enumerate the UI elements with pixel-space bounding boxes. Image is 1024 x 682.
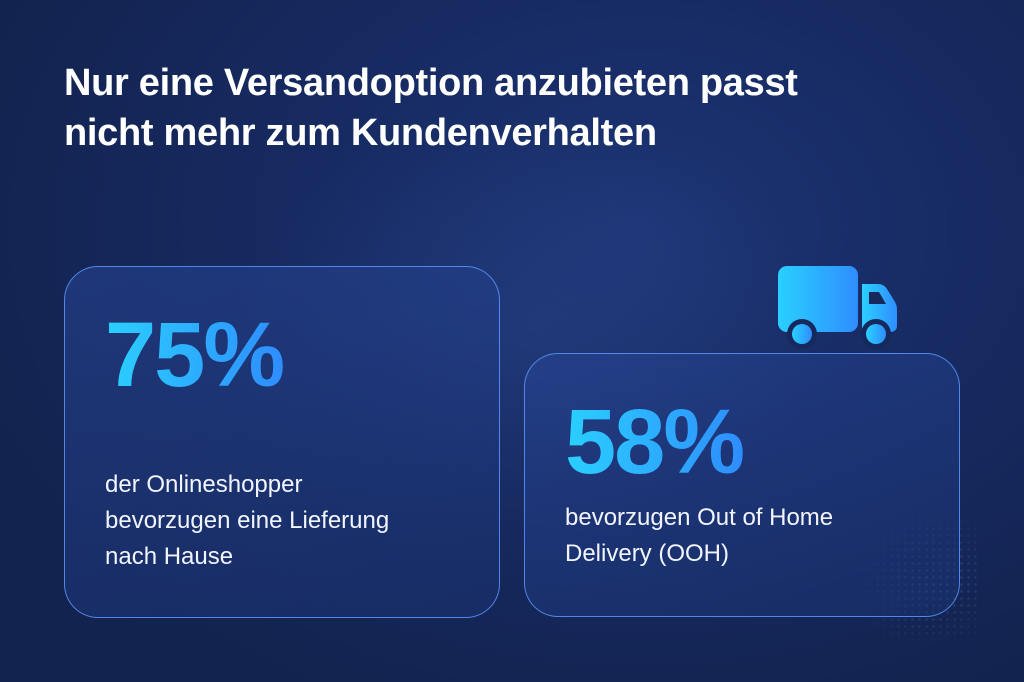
- stat-card-home-delivery: 75% der Onlineshopper bevorzugen eine Li…: [64, 266, 500, 618]
- stat-description: bevorzugen Out of Home Delivery (OOH): [565, 500, 925, 572]
- stat-description: der Onlineshopper bevorzugen eine Liefer…: [105, 467, 465, 575]
- page-title-line-1: Nur eine Versandoption anzubieten passt: [64, 62, 798, 104]
- page-title-line-2: nicht mehr zum Kundenverhalten: [64, 112, 657, 154]
- stat-description-line: Delivery (OOH): [565, 540, 730, 567]
- stat-percent: 58%: [565, 391, 745, 493]
- page-title: Nur eine Versandoption anzubieten passt …: [64, 58, 798, 158]
- stat-percent: 75%: [105, 304, 285, 406]
- stat-description-line: bevorzugen eine Lieferung: [105, 507, 390, 534]
- stat-description-line: der Onlineshopper: [105, 471, 303, 498]
- stat-description-line: nach Hause: [105, 543, 234, 570]
- stat-card-ooh-delivery: 58% bevorzugen Out of Home Delivery (OOH…: [524, 353, 960, 617]
- truck-icon: [778, 266, 897, 349]
- stat-description-line: bevorzugen Out of Home: [565, 504, 834, 531]
